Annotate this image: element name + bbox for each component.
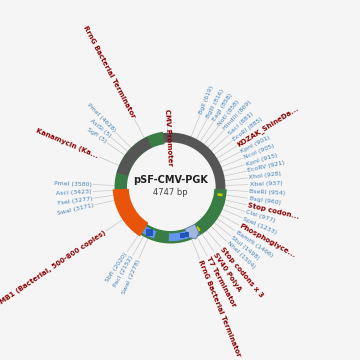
Text: Stop codon...: Stop codon...: [247, 202, 300, 220]
Text: NcoI (905): NcoI (905): [243, 143, 275, 160]
Text: EagI (858): EagI (858): [212, 93, 233, 122]
Text: NheI (1504): NheI (1504): [226, 240, 256, 270]
Text: 4747 bp: 4747 bp: [153, 188, 188, 197]
Bar: [180, 233, 185, 238]
Polygon shape: [113, 189, 148, 237]
Text: RrnG Bacterial Terminator: RrnG Bacterial Terminator: [82, 25, 136, 119]
Text: KpnI (901): KpnI (901): [240, 135, 271, 154]
Text: Kanamycin (Ka...: Kanamycin (Ka...: [35, 127, 99, 159]
Text: BglI (619): BglI (619): [198, 85, 214, 115]
Text: EcoRI (885): EcoRI (885): [232, 116, 264, 142]
Text: RrnG Bacterial Terminator: RrnG Bacterial Terminator: [197, 260, 242, 358]
Text: BamHI (1466): BamHI (1466): [235, 229, 273, 258]
Text: AscI (3423): AscI (3423): [56, 189, 92, 196]
Polygon shape: [185, 224, 199, 239]
Text: BglII (816): BglII (816): [206, 88, 225, 119]
Text: SV40 PolyA: SV40 PolyA: [212, 251, 243, 292]
Text: AsiSI (5): AsiSI (5): [89, 118, 112, 139]
Text: T7 Terminator: T7 Terminator: [205, 256, 237, 308]
Text: SacI (881): SacI (881): [228, 112, 255, 136]
Text: pSF-CMV-PGK: pSF-CMV-PGK: [133, 175, 208, 185]
Bar: [146, 229, 153, 236]
Text: CMV Promoter: CMV Promoter: [163, 108, 172, 166]
Text: SgfI (5): SgfI (5): [86, 127, 107, 144]
Polygon shape: [187, 225, 200, 238]
Polygon shape: [196, 198, 225, 233]
Polygon shape: [196, 226, 201, 232]
Text: EcoRV (921): EcoRV (921): [247, 161, 285, 174]
Text: SwaI (3171): SwaI (3171): [57, 203, 94, 216]
Text: StuI (1498): StuI (1498): [230, 235, 261, 261]
Text: BseRI (954): BseRI (954): [249, 189, 286, 196]
Polygon shape: [217, 189, 224, 194]
Polygon shape: [169, 232, 182, 241]
Text: NotI (858): NotI (858): [217, 99, 240, 127]
Text: KOZAK_ShineDa...: KOZAK_ShineDa...: [236, 105, 300, 148]
Polygon shape: [217, 193, 222, 197]
Text: PmeI (4628): PmeI (4628): [86, 103, 117, 133]
Text: XhoI (928): XhoI (928): [249, 171, 282, 180]
Text: XbaI (937): XbaI (937): [249, 181, 282, 187]
Text: Phosphoglyce...: Phosphoglyce...: [238, 223, 297, 259]
Polygon shape: [114, 132, 227, 243]
Text: HindIII (869): HindIII (869): [223, 100, 253, 131]
Text: Stop codons x 3: Stop codons x 3: [219, 246, 264, 298]
Text: PacI (2152): PacI (2152): [113, 255, 135, 288]
Polygon shape: [180, 230, 191, 240]
Text: SbfI (2020): SbfI (2020): [105, 251, 129, 283]
Text: PmeI (3580): PmeI (3580): [54, 181, 92, 187]
Text: pMB1 (Bacterial, 500-800 copies): pMB1 (Bacterial, 500-800 copies): [0, 229, 107, 307]
Text: ClaI (977): ClaI (977): [245, 210, 276, 224]
Bar: [185, 232, 189, 237]
Polygon shape: [117, 137, 152, 176]
Polygon shape: [142, 226, 157, 238]
Text: SpeI (1233): SpeI (1233): [242, 216, 278, 235]
Text: SwaI (2278): SwaI (2278): [121, 258, 141, 295]
Text: KpnI (915): KpnI (915): [246, 152, 278, 167]
Text: BsgI (960): BsgI (960): [248, 196, 281, 205]
Text: FseI (3277): FseI (3277): [57, 196, 93, 206]
